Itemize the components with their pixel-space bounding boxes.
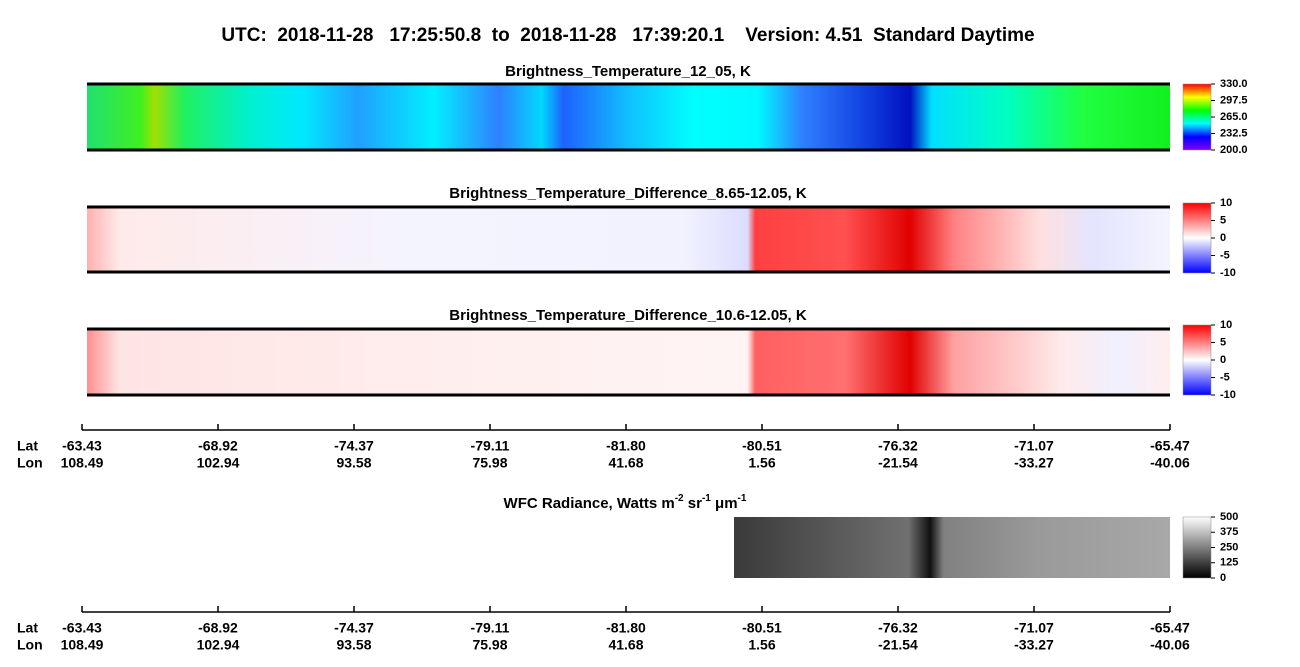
title-part: sr — [684, 495, 703, 512]
lon-label: 93.58 — [336, 637, 371, 653]
lon-label: 41.68 — [608, 455, 643, 471]
lat-label: -79.11 — [471, 620, 510, 636]
heatmap-image — [734, 517, 1170, 578]
colorbar-tick-label: 232.5 — [1220, 127, 1248, 139]
lon-label: 75.98 — [472, 637, 507, 653]
title-part: WFC Radiance, Watts m — [504, 495, 675, 512]
lon-label: -33.27 — [1014, 455, 1054, 471]
lat-label: -68.92 — [198, 438, 238, 454]
lon-label: 108.49 — [61, 637, 104, 653]
lon-label: 1.56 — [748, 455, 775, 471]
axis-row-label: Lat — [17, 620, 38, 636]
heatmap-image — [87, 84, 1170, 150]
lon-label: -40.06 — [1150, 637, 1190, 653]
lat-label: -81.80 — [606, 620, 646, 636]
page-title: UTC: 2018-11-28 17:25:50.8 to 2018-11-28… — [221, 25, 1034, 46]
lon-label: 102.94 — [197, 455, 240, 471]
colorbar — [1182, 83, 1212, 151]
colorbar-tick-label: 0 — [1220, 572, 1226, 584]
lon-label: -33.27 — [1014, 637, 1054, 653]
colorbar-tick-label: 10 — [1220, 319, 1232, 331]
panel-title: Brightness_Temperature_Difference_10.6-1… — [449, 307, 807, 324]
lat-label: -76.32 — [878, 438, 918, 454]
lon-label: -21.54 — [878, 637, 918, 653]
lon-label: -21.54 — [878, 455, 918, 471]
lat-label: -63.43 — [62, 620, 102, 636]
colorbar — [1182, 202, 1212, 274]
colorbar — [1182, 516, 1212, 579]
title-part: μm — [711, 495, 738, 512]
panel-title: Brightness_Temperature_12_05, K — [505, 63, 751, 80]
title-part: -2 — [675, 493, 684, 504]
colorbar-tick-label: -10 — [1220, 267, 1236, 279]
colorbar-tick-label: -5 — [1220, 249, 1230, 261]
panel-title: WFC Radiance, Watts m-2 sr-1 μm-1 — [504, 493, 747, 512]
lat-label: -80.51 — [742, 620, 782, 636]
lat-label: -74.37 — [334, 620, 374, 636]
colorbar-tick-label: 200.0 — [1220, 144, 1248, 156]
strip-borders — [87, 82, 1170, 397]
panel-title: Brightness_Temperature_Difference_8.65-1… — [449, 185, 807, 202]
colorbar-tick-label: 330.0 — [1220, 78, 1248, 90]
colorbar-tick-label: 5 — [1220, 336, 1226, 348]
lat-label: -74.37 — [334, 438, 374, 454]
lon-label: 102.94 — [197, 637, 240, 653]
lat-label: -71.07 — [1014, 438, 1054, 454]
lon-label: 108.49 — [61, 455, 104, 471]
lat-label: -76.32 — [878, 620, 918, 636]
lat-label: -80.51 — [742, 438, 782, 454]
lat-label: -63.43 — [62, 438, 102, 454]
colorbar — [1182, 324, 1212, 396]
lon-label: 1.56 — [748, 637, 775, 653]
lat-label: -65.47 — [1150, 620, 1190, 636]
colorbar-tick-label: 0 — [1220, 354, 1226, 366]
colorbar-tick-label: 500 — [1220, 511, 1238, 523]
axis-row-label: Lon — [17, 637, 43, 653]
title-part: -1 — [702, 493, 711, 504]
colorbar-tick-label: 0 — [1220, 232, 1226, 244]
lat-label: -81.80 — [606, 438, 646, 454]
lat-label: -68.92 — [198, 620, 238, 636]
heatmap-image — [87, 329, 1170, 395]
title-part: -1 — [738, 493, 747, 504]
heatmap-image — [87, 207, 1170, 272]
lat-label: -65.47 — [1150, 438, 1190, 454]
lon-label: 93.58 — [336, 455, 371, 471]
colorbar-tick-label: 265.0 — [1220, 111, 1248, 123]
axis-row-label: Lon — [17, 455, 43, 471]
colorbar-tick-label: -10 — [1220, 389, 1236, 401]
axis-row-label: Lat — [17, 438, 38, 454]
colorbar-tick-label: 375 — [1220, 526, 1238, 538]
lon-label: 75.98 — [472, 455, 507, 471]
lat-label: -71.07 — [1014, 620, 1054, 636]
lat-label: -79.11 — [471, 438, 510, 454]
colorbar-tick-label: -5 — [1220, 371, 1230, 383]
colorbar-tick-label: 250 — [1220, 541, 1238, 553]
colorbar-tick-label: 10 — [1220, 197, 1232, 209]
lon-label: 41.68 — [608, 637, 643, 653]
strips — [87, 82, 1170, 578]
colorbar-tick-label: 5 — [1220, 214, 1226, 226]
colorbar-tick-label: 297.5 — [1220, 94, 1248, 106]
colorbar-tick-label: 125 — [1220, 557, 1238, 569]
lon-label: -40.06 — [1150, 455, 1190, 471]
